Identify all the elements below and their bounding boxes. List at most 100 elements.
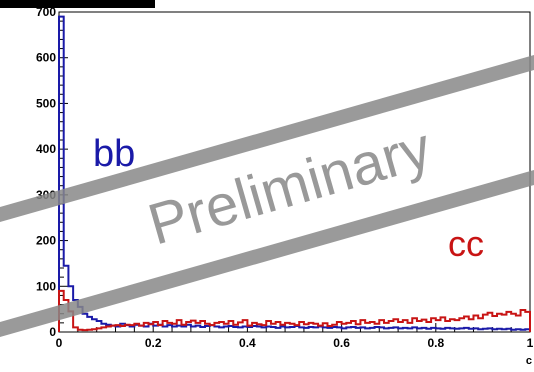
histogram-bin-cc: [483, 315, 488, 332]
histogram-bin-cc: [153, 322, 158, 332]
histogram-bin-cc: [403, 320, 408, 332]
histogram-bin-cc: [450, 319, 455, 332]
histogram-bin-cc: [280, 325, 285, 332]
histogram-bin-cc: [252, 323, 257, 332]
histogram-bin-cc: [78, 330, 83, 332]
histogram-bin-cc: [497, 314, 502, 332]
histogram-bin-cc: [238, 322, 243, 332]
top-left-header-bar: [0, 0, 155, 8]
histogram-bin-cc: [332, 325, 337, 332]
histogram-bin-cc: [139, 326, 144, 332]
histogram-bin-cc: [271, 324, 276, 332]
histogram-bin-cc: [318, 326, 323, 332]
histogram-bin-cc: [87, 330, 92, 332]
histogram-bin-cc: [436, 320, 441, 332]
histogram-bin-cc: [73, 327, 78, 332]
histogram-bin-cc: [120, 326, 125, 332]
histogram-bin-cc: [210, 325, 215, 332]
x-tick-label: 1: [527, 336, 534, 350]
histogram-bin-cc: [379, 320, 384, 332]
histogram-bin-cc: [389, 321, 394, 332]
histogram-bin-cc: [83, 330, 88, 332]
histogram-bin-bb: [59, 17, 64, 332]
histogram-bin-cc: [455, 320, 460, 332]
histogram-bin-cc: [172, 324, 177, 332]
histogram-bin-cc: [111, 326, 116, 332]
histogram-bin-cc: [309, 323, 314, 332]
watermark-band-upper: [0, 55, 534, 222]
histogram-bin-cc: [313, 324, 318, 332]
histogram-bin-cc: [177, 320, 182, 332]
histogram-bin-cc: [97, 328, 102, 332]
histogram-bin-cc: [431, 318, 436, 332]
histogram-bin-cc: [375, 324, 380, 332]
series-line-cc: [58, 289, 531, 332]
histogram-bin-cc: [285, 323, 290, 332]
histogram-bin-cc: [473, 316, 478, 332]
histogram-bin-cc: [196, 323, 201, 332]
histogram-bin-cc: [299, 322, 304, 332]
x-axis-label: c: [526, 355, 532, 367]
annotation-cc: cc: [448, 223, 484, 264]
histogram-bin-cc: [200, 321, 205, 332]
histogram-bin-cc: [116, 325, 121, 332]
series-group: [58, 15, 531, 332]
histogram-bin-cc: [262, 325, 267, 332]
histogram-bin-cc: [488, 313, 493, 332]
series-cc: [58, 289, 531, 332]
histogram-bin-cc: [511, 314, 516, 332]
histogram-bin-cc: [163, 321, 168, 332]
histogram-bin-cc: [219, 322, 224, 332]
histogram-bin-cc: [205, 324, 210, 332]
y-tick-label: 700: [36, 5, 56, 19]
histogram-bin-cc: [351, 321, 356, 332]
histogram-bin-cc: [257, 324, 262, 332]
histogram-bin-cc: [233, 325, 238, 332]
histogram-bin-cc: [337, 322, 342, 332]
histogram-bin-cc: [469, 319, 474, 332]
y-tick-label: 600: [36, 51, 56, 65]
histogram-bin-cc: [101, 327, 106, 332]
histogram-bin-cc: [186, 322, 191, 332]
y-tick-label: 500: [36, 96, 56, 110]
histogram-bin-cc: [295, 325, 300, 332]
histogram-bin-cc: [224, 324, 229, 332]
histogram-bin-cc: [125, 325, 130, 332]
histogram-bin-cc: [266, 321, 271, 332]
watermark-band-lower: [0, 170, 534, 337]
y-tick-label: 100: [36, 279, 56, 293]
histogram-bin-cc: [445, 321, 450, 332]
histogram-bin-cc: [441, 317, 446, 332]
annotation-bb: bb: [93, 133, 135, 175]
x-tick-label: 0.8: [427, 336, 444, 350]
histogram-bin-cc: [506, 312, 511, 332]
histogram-bin-cc: [459, 318, 464, 332]
histogram-bin-cc: [243, 320, 248, 332]
annotations: bb cc: [93, 133, 484, 264]
histogram-bin-cc: [464, 316, 469, 332]
histogram-bin-cc: [229, 321, 234, 332]
histogram-bin-cc: [181, 325, 186, 332]
histogram-bin-cc: [247, 326, 252, 332]
y-tick-label: 400: [36, 142, 56, 156]
histogram-bin-cc: [304, 324, 309, 332]
histogram-bin-cc: [290, 324, 295, 332]
histogram-bin-cc: [214, 323, 219, 332]
histogram-bin-cc: [144, 323, 149, 332]
histogram-bin-cc: [422, 320, 427, 332]
histogram-bin-cc: [365, 323, 370, 332]
histogram-bin-cc: [191, 321, 196, 332]
histogram-bin-cc: [130, 325, 135, 332]
histogram-bin-cc: [276, 322, 281, 332]
histogram-bin-cc: [516, 316, 521, 332]
histogram-bin-cc: [158, 325, 163, 332]
histogram-bin-cc: [360, 320, 365, 332]
histogram-bin-cc: [502, 315, 507, 332]
histogram-bin-cc: [412, 318, 417, 332]
histogram-bin-cc: [134, 324, 139, 332]
x-tick-label: 0: [56, 336, 63, 350]
histogram-bin-cc: [384, 323, 389, 332]
histogram-bin-cc: [525, 312, 530, 332]
